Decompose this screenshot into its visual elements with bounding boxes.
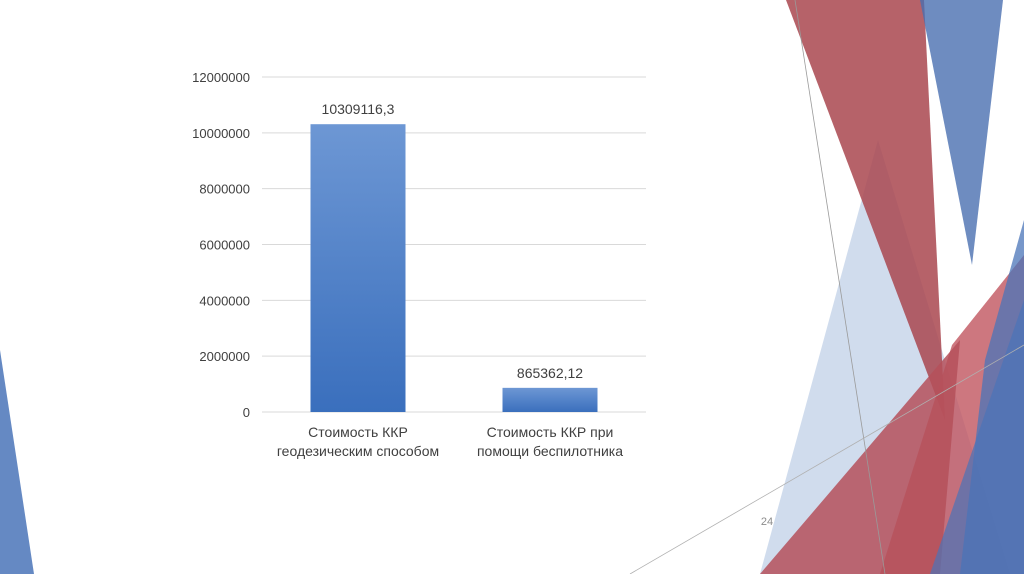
y-tick-label: 10000000 [192, 126, 250, 141]
y-tick-label: 6000000 [199, 238, 250, 253]
category-label: Стоимость ККР [308, 424, 408, 440]
red-triangle-top [786, 0, 945, 420]
category-label: Стоимость ККР при [487, 424, 614, 440]
y-tick-label: 0 [243, 405, 250, 420]
thin-line-1 [794, 0, 886, 574]
category-labels: Стоимость ККР геодезическим способом Стоим… [277, 424, 623, 459]
data-labels: 10309116,3 865362,12 [322, 101, 584, 381]
thin-line-2 [629, 344, 1024, 574]
page-number: 24 [760, 516, 774, 528]
y-tick-label: 8000000 [199, 182, 250, 197]
bar [502, 387, 598, 412]
blue-wedge-bottom [930, 300, 1024, 574]
y-tick-label: 12000000 [192, 70, 250, 85]
red-triangle-bottom [760, 340, 960, 574]
bars [310, 124, 598, 413]
category-label: геодезическим способом [277, 443, 439, 459]
bar [310, 124, 406, 413]
y-tick-label: 2000000 [199, 349, 250, 364]
left-blue-sliver [0, 350, 34, 574]
data-label: 10309116,3 [322, 101, 395, 117]
data-label: 865362,12 [517, 365, 583, 381]
category-label: помощи беспилотника [477, 443, 623, 459]
blue-band-top [920, 0, 1003, 265]
y-axis-tick-labels: 0 2000000 4000000 6000000 8000000 10000000 120… [192, 70, 250, 420]
y-tick-label: 4000000 [199, 293, 250, 308]
